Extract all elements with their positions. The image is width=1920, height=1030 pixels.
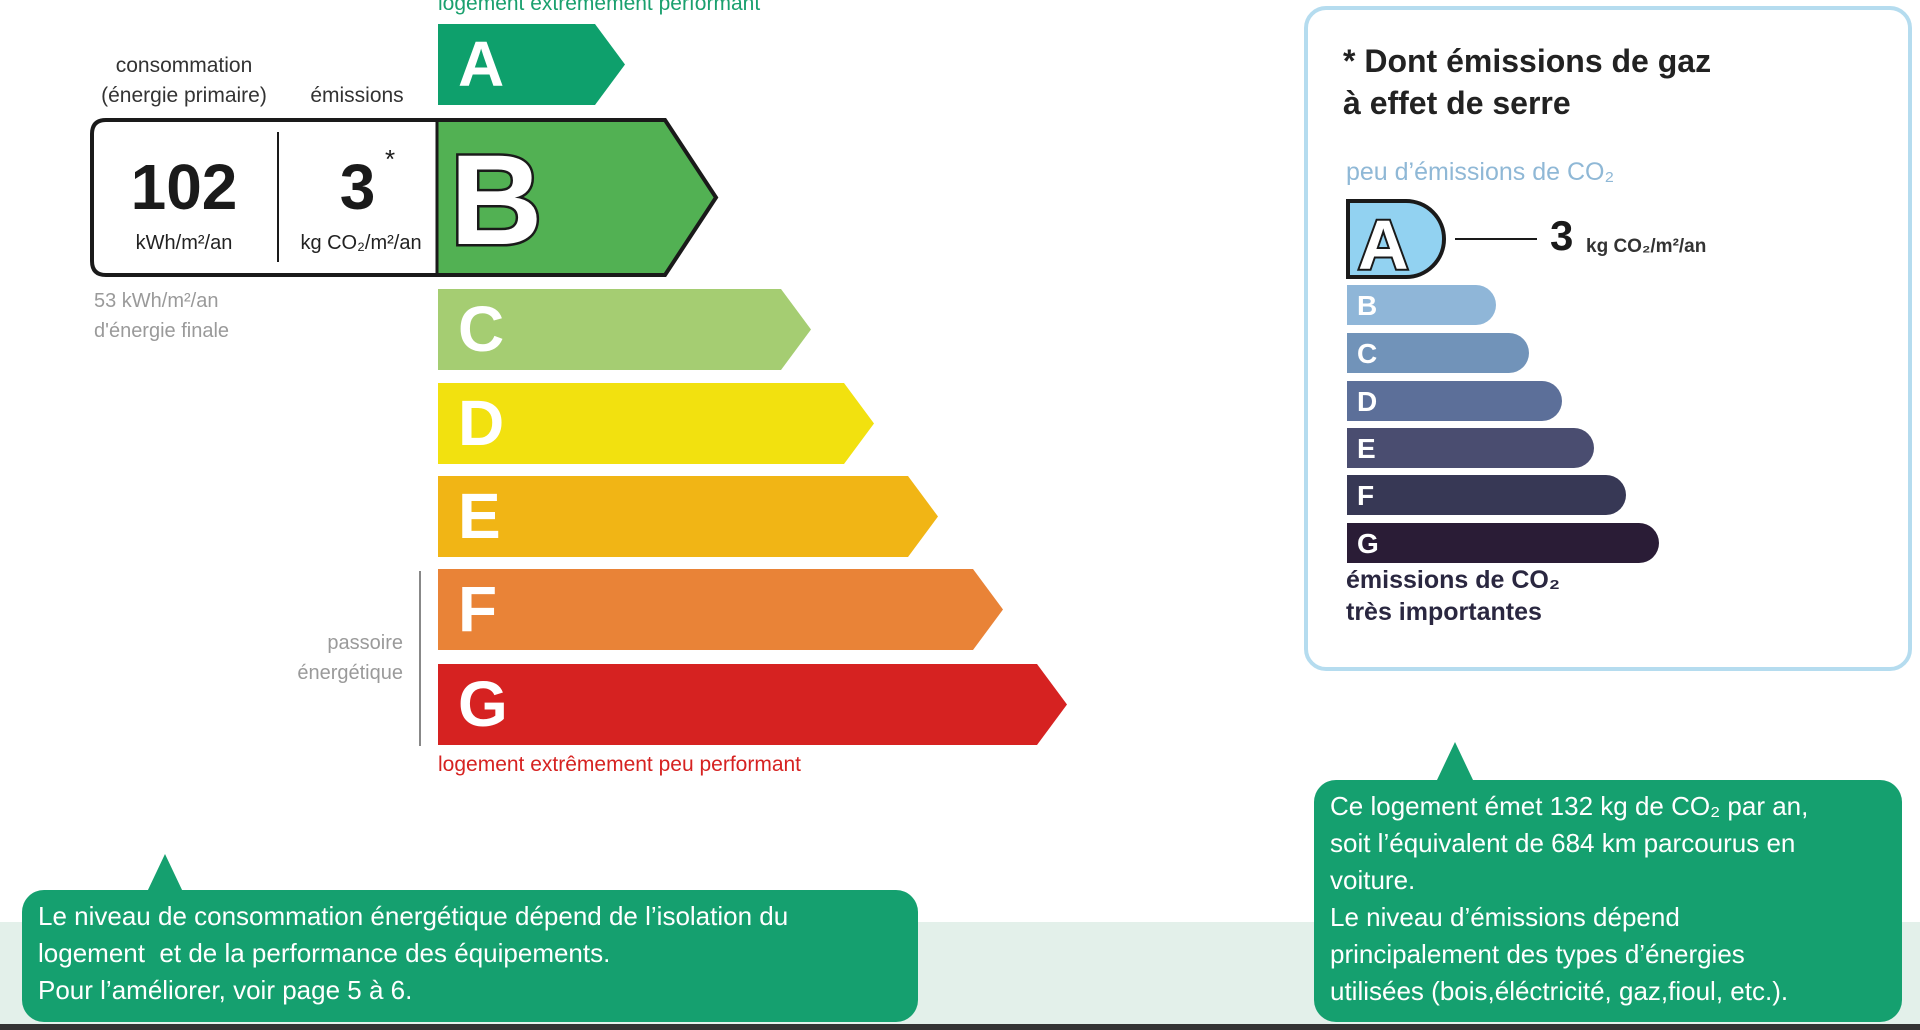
passoire-bracket xyxy=(419,571,421,746)
left-callout: Le niveau de consommation énergétique dé… xyxy=(22,890,918,1022)
ghg-class-f-bar: F xyxy=(1347,475,1626,515)
bottom-caption: logement extrêmement peu performant xyxy=(438,753,802,776)
right-callout-line: Ce logement émet 132 kg de CO₂ par an, xyxy=(1330,791,1809,821)
ghg-bottom-caption-line-1: émissions de CO₂ xyxy=(1346,566,1560,594)
consumption-label: consommation xyxy=(115,54,253,77)
passoire-label: passoire xyxy=(327,632,403,654)
class-b-arrow xyxy=(437,120,716,275)
bottom-border xyxy=(0,1024,1920,1030)
passoire-sublabel: énergétique xyxy=(297,662,403,684)
ghg-class-g-bar: G xyxy=(1347,523,1659,563)
current-class-letter: B xyxy=(450,129,542,272)
energy-class-c-bar: C xyxy=(438,289,811,370)
left-callout-line: Le niveau de consommation énergétique dé… xyxy=(38,901,789,931)
energy-class-g-bar: G xyxy=(438,664,1067,745)
left-callout-pointer xyxy=(147,854,183,892)
consumption-sublabel: (énergie primaire) xyxy=(101,84,267,107)
ghg-top-caption: peu d’émissions de CO₂ xyxy=(1346,158,1615,186)
right-callout-line: voiture. xyxy=(1330,865,1416,895)
box-outline xyxy=(90,118,719,277)
energy-class-d-bar: D xyxy=(438,383,874,464)
ghg-title-line-1: * Dont émissions de gaz xyxy=(1343,43,1712,79)
ghg-title-line-2: à effet de serre xyxy=(1343,85,1571,121)
ghg-title: * Dont émissions de gaz à effet de serre xyxy=(1343,40,1711,124)
emissions-asterisk: * xyxy=(385,144,396,174)
ghg-class-d-bar: D xyxy=(1347,381,1562,421)
energy-class-e-bar: E xyxy=(438,476,938,557)
top-caption: logement extrêmement performant xyxy=(438,0,761,15)
right-callout: Ce logement émet 132 kg de CO₂ par an, s… xyxy=(1314,780,1902,1022)
ghg-value: 3 xyxy=(1550,212,1574,259)
emissions-unit: kg CO₂/m²/an xyxy=(300,232,422,254)
right-callout-line: Le niveau d’émissions dépend xyxy=(1330,902,1680,932)
left-callout-line: logement et de la performance des équipe… xyxy=(38,938,611,968)
ghg-unit: kg CO₂/m²/an xyxy=(1586,236,1707,257)
current-class-box: B xyxy=(90,118,719,277)
right-callout-line: utilisées (bois,éléctricité, gaz,fioul, … xyxy=(1330,976,1789,1006)
ghg-panel xyxy=(1304,6,1912,671)
final-energy-label: d'énergie finale xyxy=(94,320,230,342)
energy-class-a-bar: A xyxy=(438,24,625,105)
ghg-bottom-caption: émissions de CO₂ très importantes xyxy=(1346,564,1560,628)
ghg-value-connector xyxy=(1455,238,1537,240)
final-energy-value: 53 kWh/m²/an xyxy=(94,290,219,312)
ghg-current-class-letter: A xyxy=(1358,206,1409,283)
ghg-class-b-bar: B xyxy=(1347,285,1496,325)
ghg-current-class-badge: A xyxy=(1346,199,1446,283)
ghg-class-c-bar: C xyxy=(1347,333,1529,373)
ghg-badge-shape xyxy=(1346,199,1446,279)
emissions-label: émissions xyxy=(310,84,404,107)
consumption-unit: kWh/m²/an xyxy=(135,232,233,254)
energy-class-f-bar: F xyxy=(438,569,1003,650)
ghg-bottom-caption-line-2: très importantes xyxy=(1346,598,1542,626)
right-callout-pointer xyxy=(1437,742,1473,780)
ghg-class-e-bar: E xyxy=(1347,428,1594,468)
consumption-value: 102 xyxy=(130,151,238,223)
right-callout-line: principalement des types d’énergies xyxy=(1330,939,1745,969)
left-callout-line: Pour l’améliorer, voir page 5 à 6. xyxy=(38,975,413,1005)
emissions-value: 3 xyxy=(339,151,376,223)
right-callout-line: soit l’équivalent de 684 km parcourus en xyxy=(1330,828,1796,858)
